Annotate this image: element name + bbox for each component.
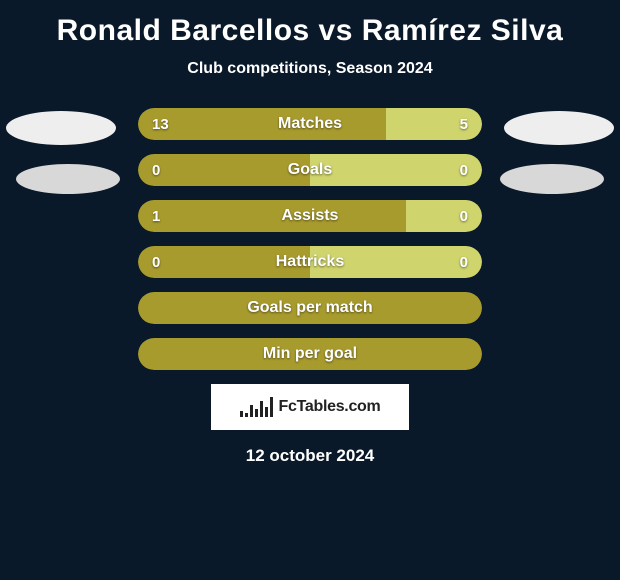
stat-label: Matches [138, 108, 482, 140]
stat-value-right: 5 [460, 108, 468, 140]
stat-value-left: 0 [152, 246, 160, 278]
stat-label: Goals per match [138, 292, 482, 324]
logo-box: FcTables.com [211, 384, 409, 430]
logo-bar-icon [255, 409, 258, 417]
logo-bars-icon [240, 397, 273, 417]
logo-bar-icon [265, 407, 268, 417]
stat-value-left: 1 [152, 200, 160, 232]
stat-row: Goals0 0 [138, 154, 482, 186]
logo-bar-icon [260, 401, 263, 417]
player-left-avatar-shadow [16, 164, 120, 194]
stat-value-left: 0 [152, 154, 160, 186]
logo-text: FcTables.com [279, 398, 381, 416]
stat-label: Assists [138, 200, 482, 232]
player-left-avatar [6, 111, 116, 145]
stat-value-right: 0 [460, 200, 468, 232]
stat-value-left: 13 [152, 108, 169, 140]
stat-label: Hattricks [138, 246, 482, 278]
stat-row: Min per goal [138, 338, 482, 370]
subtitle: Club competitions, Season 2024 [0, 52, 620, 108]
chart-area: Matches135Goals00Assists10Hattricks00Goa… [0, 108, 620, 466]
logo-bar-icon [250, 405, 253, 417]
stat-label: Goals [138, 154, 482, 186]
stat-row: Goals per match [138, 292, 482, 324]
stat-value-right: 0 [460, 154, 468, 186]
stat-row: Assists1 0 [138, 200, 482, 232]
stat-value-right: 0 [460, 246, 468, 278]
stat-row: Matches13 5 [138, 108, 482, 140]
stat-bars: Matches135Goals00Assists10Hattricks00Goa… [138, 108, 482, 370]
logo-bar-icon [270, 397, 273, 417]
stat-row: Hattricks0 0 [138, 246, 482, 278]
player-right-avatar [504, 111, 614, 145]
logo-bar-icon [245, 413, 248, 417]
comparison-card: Ronald Barcellos vs Ramírez Silva Club c… [0, 0, 620, 466]
logo-bar-icon [240, 411, 243, 417]
date-label: 12 october 2024 [0, 430, 620, 466]
page-title: Ronald Barcellos vs Ramírez Silva [0, 8, 620, 52]
stat-label: Min per goal [138, 338, 482, 370]
player-right-avatar-shadow [500, 164, 604, 194]
